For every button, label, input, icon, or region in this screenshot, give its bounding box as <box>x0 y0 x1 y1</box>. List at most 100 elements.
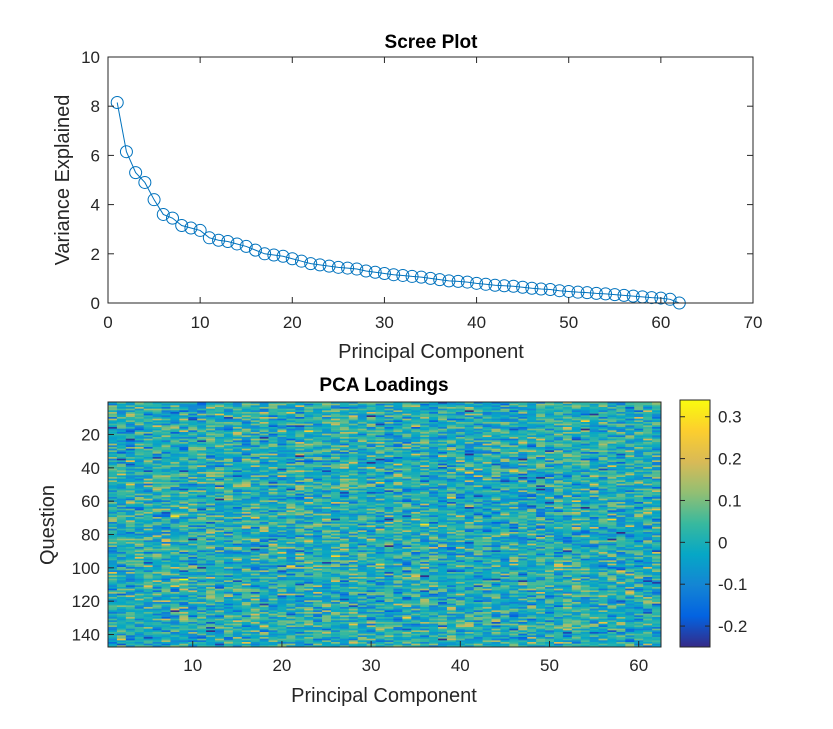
heatmap-cell <box>286 452 296 455</box>
heatmap-cell <box>393 528 403 531</box>
heatmap-cell <box>616 427 626 430</box>
heatmap-cell <box>250 483 260 486</box>
heatmap-cell <box>161 457 171 460</box>
heatmap-cell <box>500 433 510 436</box>
heatmap-cell <box>268 470 278 473</box>
heatmap-cell <box>607 425 617 428</box>
heatmap-cell <box>562 425 573 428</box>
heatmap-cell <box>553 403 564 406</box>
heatmap-cell <box>250 437 260 440</box>
heatmap-cell <box>215 463 225 466</box>
heatmap-cell <box>161 493 171 496</box>
heatmap-cell <box>446 473 457 476</box>
heatmap-cell <box>589 472 599 475</box>
heatmap-cell <box>188 448 198 451</box>
heatmap-cell <box>393 443 403 446</box>
heatmap-cell <box>411 513 421 516</box>
heatmap-cell <box>446 525 457 528</box>
heatmap-cell <box>134 472 145 475</box>
heatmap-cell <box>491 515 501 518</box>
heatmap-cell <box>473 442 483 445</box>
heatmap-cell <box>366 502 376 505</box>
heatmap-cell <box>625 407 635 410</box>
heatmap-cell <box>179 403 189 406</box>
heatmap-cell <box>598 485 608 488</box>
heatmap-cell <box>652 423 662 426</box>
heatmap-cell <box>206 532 216 535</box>
heatmap-cell <box>116 447 127 450</box>
heatmap-cell <box>277 472 287 475</box>
heatmap-cell <box>643 510 653 513</box>
heatmap-cell <box>402 425 412 428</box>
heatmap-cell <box>375 493 385 496</box>
heatmap-cell <box>170 445 180 448</box>
heatmap-cell <box>580 508 590 511</box>
heatmap-cell <box>143 415 153 418</box>
heatmap-cell <box>438 513 448 516</box>
heatmap-cell <box>179 502 189 505</box>
heatmap-cell <box>125 488 136 491</box>
heatmap-cell <box>491 457 501 460</box>
heatmap-cell <box>393 517 403 520</box>
heatmap-cell <box>598 530 608 533</box>
heatmap-cell <box>188 428 198 431</box>
heatmap-cell <box>384 483 394 486</box>
heatmap-cell <box>634 518 644 521</box>
heatmap-cell <box>134 465 145 468</box>
heatmap-cell <box>357 490 368 493</box>
heatmap-cell <box>179 450 189 453</box>
heatmap-cell <box>286 413 296 416</box>
heatmap-cell <box>491 483 501 486</box>
heatmap-cell <box>402 423 412 426</box>
heatmap-cell <box>464 528 475 531</box>
heatmap-cell <box>143 495 153 498</box>
heatmap-cell <box>384 482 394 485</box>
heatmap-cell <box>464 505 475 508</box>
heatmap-cell <box>241 482 252 485</box>
heatmap-cell <box>322 478 332 481</box>
heatmap-cell <box>446 492 457 495</box>
heatmap-cell <box>304 408 314 411</box>
heatmap-cell <box>607 427 617 430</box>
heatmap-cell <box>125 472 136 475</box>
heatmap-cell <box>134 437 145 440</box>
heatmap-cell <box>116 408 127 411</box>
heatmap-cell <box>161 458 171 461</box>
heatmap-cell <box>545 482 555 485</box>
heatmap-cell <box>277 435 287 438</box>
heatmap-cell <box>545 437 555 440</box>
heatmap-cell <box>536 478 546 481</box>
heatmap-cell <box>232 502 243 505</box>
heatmap-cell <box>188 415 198 418</box>
heatmap-cell <box>322 482 332 485</box>
heatmap-cell <box>277 418 287 421</box>
heatmap-cell <box>652 520 662 523</box>
heatmap-cell <box>420 485 430 488</box>
heatmap-cell <box>652 467 662 470</box>
heatmap-cell <box>286 507 296 510</box>
heatmap-cell <box>170 418 180 421</box>
heatmap-cell <box>536 513 546 516</box>
heatmap-cell <box>286 455 296 458</box>
heatmap-cell <box>286 512 296 515</box>
heatmap-cell <box>170 410 180 413</box>
heatmap-cell <box>438 528 448 531</box>
heatmap-cell <box>268 463 278 466</box>
heatmap-cell <box>500 485 510 488</box>
heatmap-cell <box>268 488 278 491</box>
heatmap-cell <box>491 495 501 498</box>
heatmap-cell <box>607 483 617 486</box>
heatmap-cell <box>429 487 439 490</box>
heatmap-cell <box>241 507 252 510</box>
heatmap-cell <box>304 488 314 491</box>
heatmap-cell <box>259 443 269 446</box>
heatmap-cell <box>161 497 171 500</box>
heatmap-cell <box>134 445 145 448</box>
heatmap-cell <box>509 435 519 438</box>
heatmap-cell <box>206 498 216 501</box>
heatmap-cell <box>643 517 653 520</box>
heatmap-cell <box>250 523 260 526</box>
heatmap-cell <box>482 457 492 460</box>
heatmap-cell <box>125 507 136 510</box>
heatmap-cell <box>634 445 644 448</box>
